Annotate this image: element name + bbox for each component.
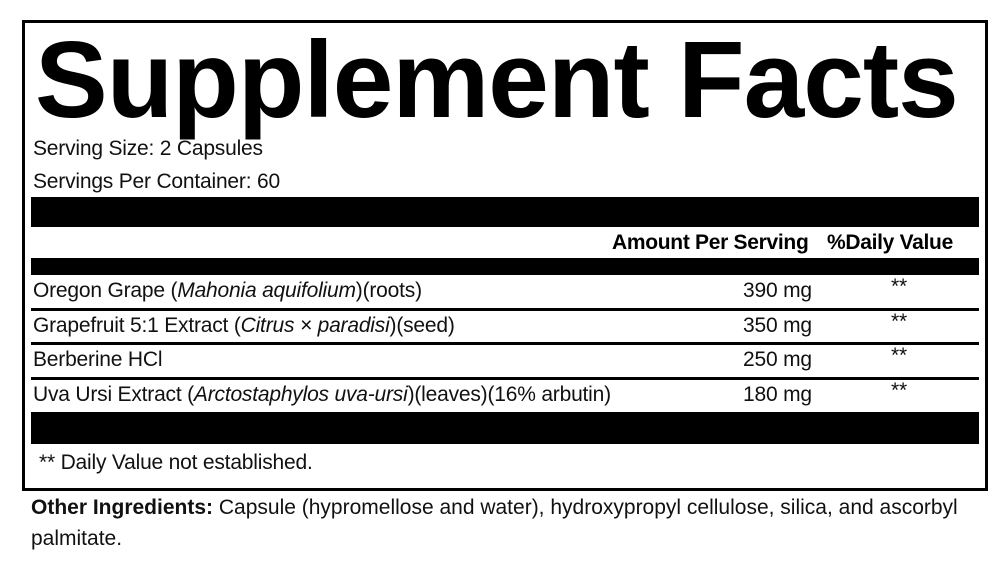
ingredient-suffix: )(leaves)(16% arbutin) (407, 383, 612, 406)
ingredient-latin: Mahonia aquifolium (177, 279, 356, 302)
header-amount: Amount Per Serving (612, 231, 809, 254)
ingredient-name: Grapefruit 5:1 Extract ( (33, 314, 241, 337)
row-divider (31, 377, 979, 380)
ingredient-name: Berberine HCl (33, 348, 163, 371)
footnote: ** Daily Value not established. (39, 451, 313, 474)
other-ingredients-label: Other Ingredients: (31, 496, 214, 519)
ingredient-dv: ** (891, 379, 907, 402)
panel-title: Supplement Facts (35, 19, 959, 141)
ingredient-dv: ** (891, 344, 907, 367)
table-row: Uva Ursi Extract (Arctostaphylos uva-urs… (33, 383, 611, 407)
ingredient-dv: ** (891, 275, 907, 298)
divider-bar-bottom (31, 412, 979, 444)
ingredient-dv: ** (891, 310, 907, 333)
row-divider (31, 342, 979, 345)
table-row: Oregon Grape (Mahonia aquifolium)(roots) (33, 279, 422, 303)
table-row: Berberine HCl (33, 348, 162, 372)
row-divider (31, 308, 979, 311)
ingredient-suffix: )(roots) (355, 279, 422, 302)
other-ingredients: Other Ingredients: Capsule (hypromellose… (31, 492, 971, 554)
ingredient-name: Uva Ursi Extract ( (33, 383, 194, 406)
ingredient-latin: Arctostaphylos uva-ursi (193, 383, 408, 406)
ingredient-suffix: )(seed) (389, 314, 455, 337)
ingredient-amount: 390 mg (743, 279, 812, 302)
ingredient-amount: 350 mg (743, 314, 812, 337)
header-daily-value: %Daily Value (827, 231, 953, 254)
ingredient-name: Oregon Grape ( (33, 279, 178, 302)
divider-bar-header (31, 258, 979, 275)
supplement-facts-panel: Supplement Facts Serving Size: 2 Capsule… (22, 20, 988, 491)
ingredient-latin: Citrus × paradisi (240, 314, 390, 337)
serving-size: Serving Size: 2 Capsules (33, 137, 263, 160)
other-ingredients-text: Capsule (hypromellose and water), hydrox… (31, 496, 958, 550)
ingredient-amount: 180 mg (743, 383, 812, 406)
table-row: Grapefruit 5:1 Extract (Citrus × paradis… (33, 314, 455, 338)
divider-bar-top (31, 197, 979, 227)
ingredient-amount: 250 mg (743, 348, 812, 371)
servings-per-container: Servings Per Container: 60 (33, 170, 280, 193)
